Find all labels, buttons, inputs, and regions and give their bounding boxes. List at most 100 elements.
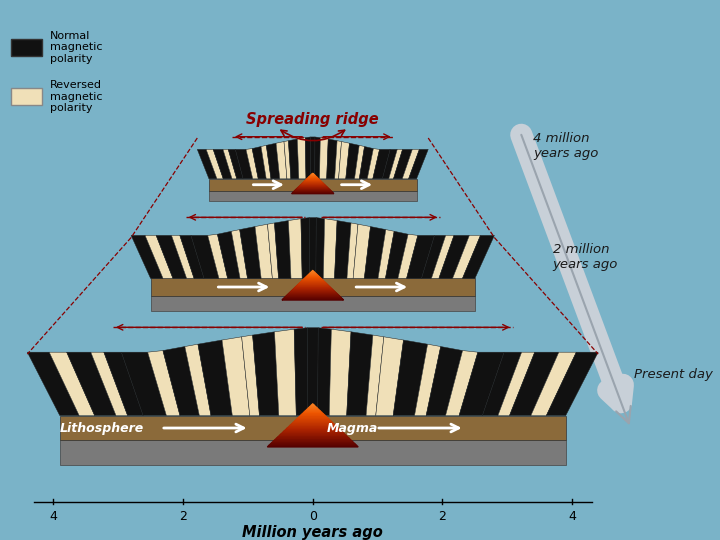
Polygon shape	[346, 143, 359, 179]
Polygon shape	[300, 185, 325, 186]
Polygon shape	[213, 150, 232, 179]
Polygon shape	[323, 219, 337, 279]
Polygon shape	[378, 230, 394, 279]
Text: 0: 0	[309, 510, 317, 523]
Polygon shape	[294, 191, 332, 192]
Polygon shape	[60, 441, 566, 465]
Polygon shape	[91, 352, 127, 416]
Polygon shape	[402, 150, 419, 179]
Polygon shape	[318, 328, 331, 416]
Polygon shape	[408, 150, 428, 179]
Text: Reversed
magnetic
polarity: Reversed magnetic polarity	[50, 80, 102, 113]
Polygon shape	[163, 347, 199, 416]
Polygon shape	[307, 275, 319, 276]
Polygon shape	[310, 137, 315, 179]
Polygon shape	[122, 352, 166, 416]
Polygon shape	[284, 297, 341, 298]
Polygon shape	[268, 223, 279, 279]
Polygon shape	[279, 434, 346, 435]
Text: Magma: Magma	[327, 422, 378, 435]
Polygon shape	[304, 181, 322, 182]
Polygon shape	[261, 145, 271, 179]
Polygon shape	[300, 282, 326, 284]
Polygon shape	[439, 235, 469, 279]
Polygon shape	[305, 137, 311, 179]
Polygon shape	[301, 218, 310, 279]
Polygon shape	[310, 218, 316, 279]
Polygon shape	[291, 290, 334, 291]
Polygon shape	[398, 234, 418, 279]
Polygon shape	[311, 404, 314, 406]
Polygon shape	[292, 422, 334, 424]
Polygon shape	[191, 235, 219, 279]
Polygon shape	[292, 289, 333, 290]
Polygon shape	[312, 271, 314, 272]
Polygon shape	[274, 329, 296, 416]
Polygon shape	[302, 183, 323, 184]
Polygon shape	[282, 431, 343, 433]
Polygon shape	[290, 424, 336, 426]
Polygon shape	[271, 443, 355, 444]
Polygon shape	[308, 407, 318, 408]
Polygon shape	[421, 235, 446, 279]
Polygon shape	[446, 350, 478, 416]
Polygon shape	[275, 438, 351, 440]
Polygon shape	[305, 278, 321, 279]
Polygon shape	[287, 294, 338, 295]
Polygon shape	[150, 295, 475, 312]
Polygon shape	[304, 411, 322, 413]
Polygon shape	[197, 150, 217, 179]
Polygon shape	[253, 332, 279, 416]
Polygon shape	[207, 234, 228, 279]
Polygon shape	[312, 173, 313, 174]
Text: Lithosphere: Lithosphere	[60, 422, 144, 435]
Polygon shape	[297, 187, 328, 188]
Polygon shape	[156, 235, 186, 279]
Polygon shape	[299, 415, 326, 417]
Polygon shape	[217, 231, 240, 279]
Polygon shape	[335, 221, 351, 279]
Polygon shape	[272, 441, 354, 443]
Polygon shape	[293, 288, 332, 289]
Polygon shape	[274, 440, 352, 441]
Polygon shape	[299, 186, 327, 187]
Polygon shape	[498, 352, 535, 416]
Polygon shape	[185, 344, 211, 416]
Polygon shape	[293, 421, 333, 422]
Polygon shape	[302, 413, 323, 414]
Polygon shape	[301, 414, 325, 415]
Polygon shape	[104, 352, 143, 416]
Polygon shape	[354, 145, 364, 179]
Polygon shape	[292, 192, 333, 193]
Polygon shape	[300, 281, 325, 282]
Polygon shape	[240, 227, 261, 279]
Polygon shape	[49, 352, 94, 416]
Polygon shape	[266, 143, 280, 179]
Polygon shape	[510, 352, 559, 416]
Polygon shape	[150, 279, 475, 295]
Polygon shape	[283, 298, 343, 299]
Polygon shape	[320, 138, 328, 179]
Polygon shape	[347, 223, 358, 279]
Polygon shape	[329, 329, 351, 416]
Polygon shape	[295, 286, 330, 287]
Polygon shape	[296, 189, 330, 190]
Polygon shape	[296, 418, 330, 420]
Polygon shape	[276, 141, 287, 179]
Text: 2: 2	[438, 510, 446, 523]
Polygon shape	[302, 279, 323, 280]
Polygon shape	[278, 435, 348, 437]
Polygon shape	[389, 150, 402, 179]
Polygon shape	[246, 148, 258, 179]
Polygon shape	[306, 179, 320, 180]
Text: 4 million
years ago: 4 million years ago	[534, 132, 599, 159]
Polygon shape	[288, 293, 338, 294]
Polygon shape	[289, 426, 337, 427]
Polygon shape	[301, 184, 325, 185]
Polygon shape	[393, 340, 428, 416]
Polygon shape	[235, 150, 253, 179]
Polygon shape	[209, 179, 417, 191]
Text: 4: 4	[568, 510, 576, 523]
Polygon shape	[407, 235, 435, 279]
Text: 2: 2	[179, 510, 187, 523]
